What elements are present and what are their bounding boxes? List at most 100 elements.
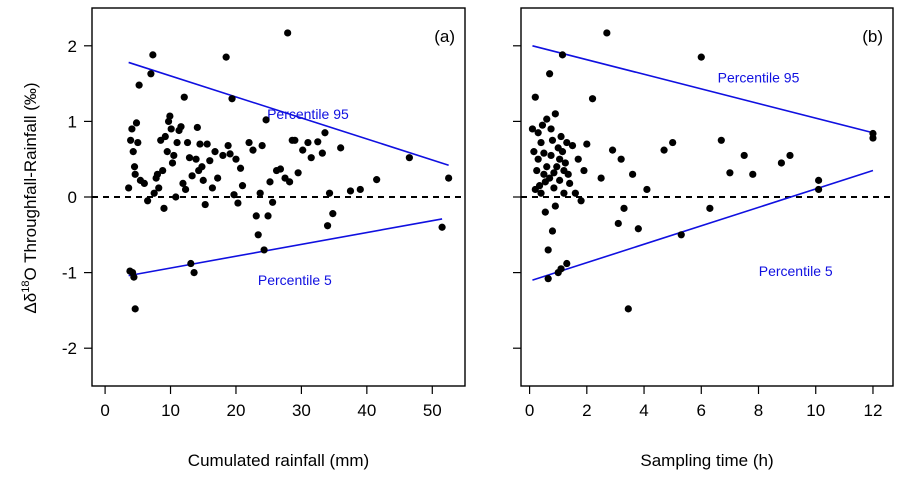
data-point-a-80 [284, 29, 291, 36]
data-point-a-74 [264, 212, 271, 219]
y-axis-title: Δδ18O Throughfall-Rainfall (‰) [20, 82, 40, 313]
data-point-b-10 [539, 122, 546, 129]
data-point-a-28 [166, 113, 173, 120]
data-point-b-25 [550, 184, 557, 191]
data-point-a-1 [127, 137, 134, 144]
data-point-a-69 [255, 231, 262, 238]
data-point-a-70 [257, 190, 264, 197]
panel-a: 0 10 20 30 40 50-2-1012Cumulated rainfall (mm… [62, 8, 465, 470]
data-point-b-72 [786, 152, 793, 159]
data-point-b-15 [543, 116, 550, 123]
data-point-b-52 [598, 175, 605, 182]
data-point-b-18 [545, 275, 552, 282]
x-tick-label-b-6: 12 [864, 401, 883, 420]
y-tick-label-a-3: 1 [68, 112, 77, 131]
data-point-a-2 [128, 125, 135, 132]
data-point-a-73 [262, 116, 269, 123]
data-point-a-58 [225, 142, 232, 149]
data-point-a-7 [134, 139, 141, 146]
x-tick-label-b-0: 0 [525, 401, 534, 420]
data-point-b-13 [542, 209, 549, 216]
y-tick-label-a-0: -2 [62, 339, 77, 358]
x-axis-title-a: Cumulated rainfall (mm) [188, 451, 369, 470]
data-point-a-4 [131, 163, 138, 170]
data-point-b-55 [615, 220, 622, 227]
x-tick-label-a-4: 40 [357, 401, 376, 420]
data-point-a-56 [219, 152, 226, 159]
percentile-label-b-0: Percentile 95 [718, 70, 800, 86]
data-point-b-45 [569, 142, 576, 149]
data-point-a-71 [259, 142, 266, 149]
data-point-a-89 [319, 150, 326, 157]
data-point-a-35 [177, 123, 184, 130]
data-point-b-28 [552, 202, 559, 209]
y-axis-title-superscript: 18 [20, 281, 32, 293]
data-point-b-76 [869, 130, 876, 137]
data-point-b-21 [547, 152, 554, 159]
data-point-b-56 [618, 156, 625, 163]
data-point-b-67 [718, 137, 725, 144]
data-point-b-57 [620, 205, 627, 212]
data-point-a-24 [160, 205, 167, 212]
data-point-a-8 [136, 82, 143, 89]
data-point-a-15 [144, 197, 151, 204]
data-point-b-53 [603, 29, 610, 36]
data-point-b-59 [629, 171, 636, 178]
data-point-a-97 [373, 176, 380, 183]
percentile-label-a-0: Percentile 95 [267, 106, 349, 122]
data-point-a-6 [133, 119, 140, 126]
data-point-a-84 [295, 169, 302, 176]
percentile-label-a-1: Percentile 5 [258, 272, 332, 288]
data-point-a-14 [141, 180, 148, 187]
x-tick-label-a-3: 30 [292, 401, 311, 420]
data-point-b-9 [537, 190, 544, 197]
data-point-a-49 [200, 177, 207, 184]
y-axis-title-rest: O Throughfall-Rainfall (‰) [21, 82, 40, 280]
data-point-b-43 [565, 171, 572, 178]
data-point-b-17 [545, 246, 552, 253]
data-point-a-39 [184, 139, 191, 146]
data-point-b-16 [543, 163, 550, 170]
data-point-a-59 [226, 150, 233, 157]
y-tick-label-a-4: 2 [68, 37, 77, 56]
data-point-b-36 [559, 51, 566, 58]
data-point-b-41 [563, 260, 570, 267]
data-point-a-38 [182, 186, 189, 193]
data-point-a-85 [299, 147, 306, 154]
data-point-b-40 [562, 159, 569, 166]
data-point-a-83 [291, 137, 298, 144]
data-point-a-65 [239, 182, 246, 189]
data-point-b-70 [749, 171, 756, 178]
data-point-a-33 [173, 139, 180, 146]
data-point-a-66 [245, 139, 252, 146]
data-point-a-55 [214, 175, 221, 182]
x-axis-title-b: Sampling time (h) [640, 451, 773, 470]
data-point-b-39 [560, 190, 567, 197]
data-point-a-17 [149, 51, 156, 58]
data-point-a-86 [304, 139, 311, 146]
data-point-a-31 [170, 152, 177, 159]
x-tick-label-b-3: 6 [697, 401, 706, 420]
data-point-a-12 [132, 305, 139, 312]
data-point-b-34 [557, 265, 564, 272]
data-point-b-23 [549, 227, 556, 234]
data-point-a-30 [169, 159, 176, 166]
data-point-a-21 [155, 184, 162, 191]
percentile-label-b-1: Percentile 5 [759, 263, 833, 279]
data-point-a-63 [234, 199, 241, 206]
y-tick-label-a-2: 0 [68, 188, 77, 207]
percentile-line-a-5 [129, 219, 442, 276]
data-point-a-76 [269, 199, 276, 206]
data-point-a-72 [261, 246, 268, 253]
data-point-a-32 [172, 193, 179, 200]
data-point-a-98 [406, 154, 413, 161]
data-point-a-5 [132, 171, 139, 178]
data-point-a-25 [162, 133, 169, 140]
data-point-a-95 [347, 187, 354, 194]
x-tick-label-a-0: 0 [100, 401, 109, 420]
y-tick-label-a-1: -1 [62, 264, 77, 283]
data-point-b-69 [741, 152, 748, 159]
data-point-a-23 [159, 167, 166, 174]
data-point-a-60 [228, 95, 235, 102]
